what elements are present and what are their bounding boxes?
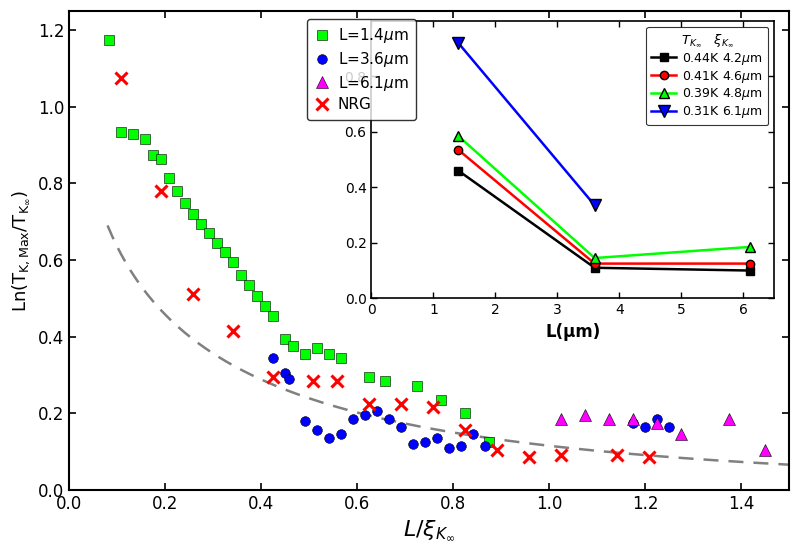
L=3.6$\mu$m <box>456 442 466 449</box>
L=1.4$\mu$m <box>148 152 158 158</box>
Line: NRG: NRG <box>114 72 655 463</box>
L=1.4$\mu$m <box>181 199 190 206</box>
L=1.4$\mu$m <box>313 345 322 351</box>
L=3.6$\mu$m <box>268 354 278 361</box>
NRG <box>492 446 502 453</box>
L=3.6$\mu$m <box>325 435 334 441</box>
L=6.1$\mu$m <box>628 416 638 422</box>
L=1.4$\mu$m <box>172 188 182 195</box>
NRG <box>524 454 534 461</box>
NRG <box>157 188 166 195</box>
L=1.4$\mu$m <box>337 354 346 361</box>
L=1.4$\mu$m <box>188 211 198 217</box>
NRG <box>644 454 654 461</box>
L=1.4$\mu$m <box>325 351 334 357</box>
L=1.4$\mu$m <box>212 239 222 246</box>
L=3.6$\mu$m <box>468 431 478 437</box>
L=3.6$\mu$m <box>652 416 662 422</box>
NRG <box>460 427 470 434</box>
L=1.4$\mu$m <box>140 136 150 143</box>
L=3.6$\mu$m <box>280 369 290 376</box>
L=6.1$\mu$m <box>676 431 686 437</box>
NRG <box>396 400 406 407</box>
NRG <box>229 327 238 334</box>
L=3.6$\mu$m <box>408 441 418 447</box>
L=1.4$\mu$m <box>289 343 298 349</box>
L=1.4$\mu$m <box>436 397 446 403</box>
NRG <box>364 400 374 407</box>
L=6.1$\mu$m <box>760 446 770 453</box>
L=3.6$\mu$m <box>373 408 382 415</box>
L=1.4$\mu$m <box>164 174 174 181</box>
Line: L=3.6$\mu$m: L=3.6$\mu$m <box>268 353 674 452</box>
L=1.4$\mu$m <box>205 230 214 237</box>
L=3.6$\mu$m <box>432 435 442 441</box>
L=1.4$\mu$m <box>364 373 374 380</box>
L=1.4$\mu$m <box>260 302 270 309</box>
L=1.4$\mu$m <box>268 312 278 319</box>
L=3.6$\mu$m <box>664 423 674 430</box>
L=3.6$\mu$m <box>420 439 430 445</box>
L=1.4$\mu$m <box>253 293 262 300</box>
Line: L=1.4$\mu$m: L=1.4$\mu$m <box>104 35 494 447</box>
L=1.4$\mu$m <box>104 36 114 43</box>
L=6.1$\mu$m <box>604 416 614 422</box>
NRG <box>268 373 278 380</box>
L=3.6$\mu$m <box>361 412 370 419</box>
L=6.1$\mu$m <box>724 416 734 422</box>
L=3.6$\mu$m <box>301 418 310 424</box>
L=1.4$\mu$m <box>460 410 470 416</box>
L=1.4$\mu$m <box>128 131 138 137</box>
Line: L=6.1$\mu$m: L=6.1$\mu$m <box>555 410 770 455</box>
L=1.4$\mu$m <box>157 155 166 162</box>
L=3.6$\mu$m <box>480 442 490 449</box>
L=1.4$\mu$m <box>229 259 238 265</box>
NRG <box>116 75 126 81</box>
L=6.1$\mu$m <box>556 416 566 422</box>
L=3.6$\mu$m <box>384 416 394 422</box>
L=3.6$\mu$m <box>628 419 638 426</box>
L=3.6$\mu$m <box>396 423 406 430</box>
L=1.4$\mu$m <box>280 335 290 342</box>
NRG <box>428 404 438 411</box>
L=1.4$\mu$m <box>380 377 390 384</box>
Y-axis label: $\rm{Ln}(T_{K,Max}/T_{K_\infty})$: $\rm{Ln}(T_{K,Max}/T_{K_\infty})$ <box>11 189 32 311</box>
L=3.6$\mu$m <box>349 416 358 422</box>
NRG <box>612 452 622 458</box>
X-axis label: $L/\xi_{K_\infty}$: $L/\xi_{K_\infty}$ <box>403 518 455 542</box>
L=1.4$\mu$m <box>301 351 310 357</box>
Legend: L=1.4$\mu$m, L=3.6$\mu$m, L=6.1$\mu$m, NRG: L=1.4$\mu$m, L=3.6$\mu$m, L=6.1$\mu$m, N… <box>307 19 416 120</box>
NRG <box>332 377 342 384</box>
NRG <box>556 452 566 458</box>
L=6.1$\mu$m <box>580 412 590 419</box>
L=3.6$\mu$m <box>337 431 346 437</box>
L=1.4$\mu$m <box>236 272 246 279</box>
NRG <box>188 291 198 298</box>
L=1.4$\mu$m <box>116 128 126 135</box>
L=1.4$\mu$m <box>220 249 230 255</box>
NRG <box>308 377 318 384</box>
L=1.4$\mu$m <box>412 383 422 390</box>
L=1.4$\mu$m <box>484 439 494 445</box>
L=3.6$\mu$m <box>284 375 294 382</box>
L=3.6$\mu$m <box>313 427 322 434</box>
L=1.4$\mu$m <box>196 220 206 227</box>
L=3.6$\mu$m <box>444 444 454 451</box>
L=6.1$\mu$m <box>652 419 662 426</box>
L=1.4$\mu$m <box>244 281 254 288</box>
L=3.6$\mu$m <box>640 423 650 430</box>
